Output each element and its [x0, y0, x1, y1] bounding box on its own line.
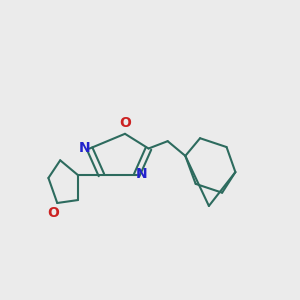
Text: O: O — [119, 116, 131, 130]
Text: O: O — [47, 206, 59, 220]
Text: N: N — [136, 167, 148, 182]
Text: N: N — [79, 141, 90, 155]
